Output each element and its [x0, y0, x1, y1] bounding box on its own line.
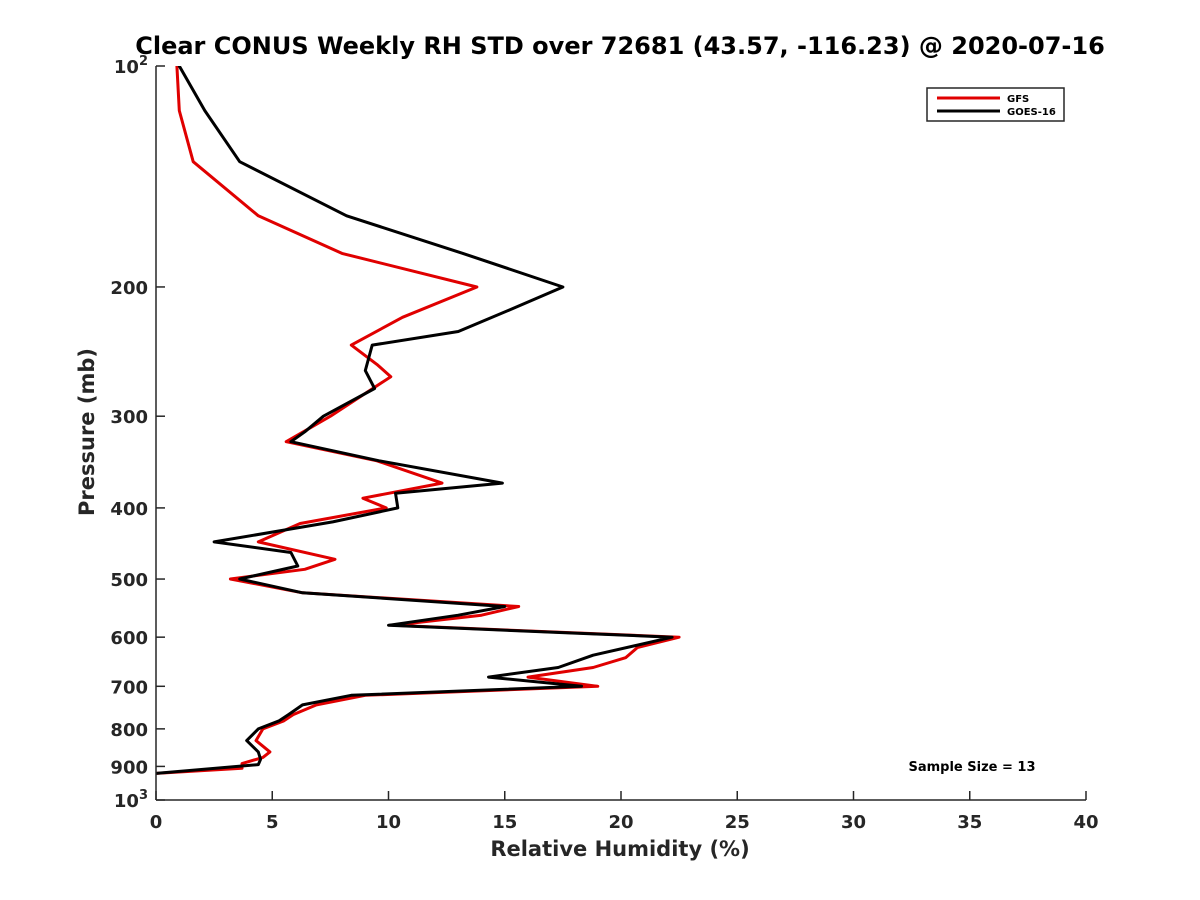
legend-label-gfs: GFS — [1007, 94, 1029, 105]
y-tick-label: 300 — [110, 407, 148, 428]
legend-box — [926, 87, 1065, 122]
x-axis-label: Relative Humidity (%) — [490, 837, 749, 861]
sample-size-annotation: Sample Size = 13 — [908, 760, 1035, 775]
series-lines — [156, 66, 681, 775]
x-tick-label: 5 — [266, 812, 279, 833]
y-tick-label: 102 — [114, 54, 148, 78]
y-tick-label: 400 — [110, 499, 148, 520]
y-tick-label: 103 — [114, 788, 148, 812]
x-tick-label: 20 — [608, 812, 633, 833]
y-tick-label: 500 — [110, 570, 148, 591]
x-tick-label: 10 — [376, 812, 401, 833]
x-tick-label: 40 — [1073, 812, 1098, 833]
x-tick-label: 35 — [957, 812, 982, 833]
y-tick-label: 900 — [110, 757, 148, 778]
legend: GFS GOES-16 — [926, 87, 1065, 122]
x-tick-label: 15 — [492, 812, 517, 833]
y-tick-label: 200 — [110, 278, 148, 299]
x-tick-label: 0 — [150, 812, 163, 833]
legend-label-goes-16: GOES-16 — [1007, 107, 1056, 118]
y-tick-label: 800 — [110, 720, 148, 741]
x-tick-label: 30 — [841, 812, 866, 833]
plot-area — [156, 66, 681, 775]
chart-title: Clear CONUS Weekly RH STD over 72681 (43… — [135, 32, 1105, 60]
series-line-goes-16 — [156, 66, 674, 775]
x-tick-label: 25 — [725, 812, 750, 833]
axes: 0 5 10 15 20 25 30 35 40 102 200 300 400 500 600 700 800… — [110, 54, 1098, 833]
y-tick-label: 700 — [110, 677, 148, 698]
y-axis-label: Pressure (mb) — [75, 348, 99, 516]
y-tick-label: 600 — [110, 628, 148, 649]
